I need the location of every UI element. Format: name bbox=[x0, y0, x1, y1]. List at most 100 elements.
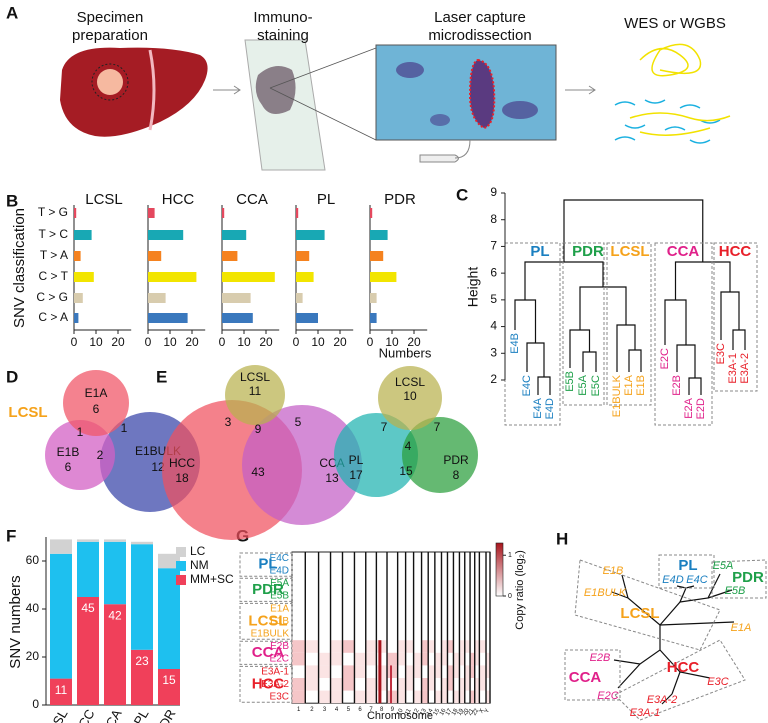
chromosome-label: 18 bbox=[451, 707, 460, 716]
liver-line bbox=[148, 49, 156, 131]
bar bbox=[296, 251, 310, 261]
x-tick-label: 0 bbox=[293, 335, 300, 349]
chromosome-label: 10 bbox=[396, 707, 405, 716]
heatmap-cell bbox=[354, 665, 366, 678]
axis bbox=[221, 205, 280, 331]
venn-text: E1A bbox=[85, 386, 108, 400]
heatmap-cell bbox=[342, 640, 355, 653]
tissue bbox=[255, 66, 296, 114]
bar bbox=[222, 272, 275, 282]
tube bbox=[419, 154, 459, 163]
leaf-label: E4C bbox=[521, 375, 533, 396]
leaf-label: E1BULK bbox=[584, 587, 627, 599]
data-label: 15 bbox=[162, 673, 176, 687]
heatmap-cell bbox=[378, 640, 382, 704]
axis bbox=[73, 205, 132, 331]
chromosome-label: 21 bbox=[467, 707, 476, 716]
step-label: preparation bbox=[72, 27, 148, 44]
bar bbox=[74, 293, 83, 303]
heatmap-cell bbox=[387, 665, 398, 678]
heatmap-cell bbox=[470, 652, 475, 666]
bar-segment bbox=[104, 539, 126, 542]
heatmap-cell bbox=[428, 678, 435, 691]
bar-segment bbox=[77, 539, 99, 542]
dendrogram-boxes bbox=[504, 242, 758, 426]
heatmap-cell bbox=[459, 640, 465, 653]
venn-text: 1 bbox=[77, 425, 84, 439]
y-tick-label: 4 bbox=[490, 319, 497, 333]
y-tick-label: 7 bbox=[490, 239, 497, 253]
colorbar bbox=[495, 542, 504, 597]
x-tick-label: 0 bbox=[145, 335, 152, 349]
leaf-label: E5A bbox=[577, 374, 589, 395]
bar bbox=[296, 272, 314, 282]
bar-segment bbox=[158, 553, 180, 569]
cell bbox=[502, 101, 538, 119]
bar bbox=[74, 208, 77, 218]
group-box bbox=[239, 552, 293, 577]
venn-text: 3 bbox=[225, 415, 232, 429]
leaf-label: E1B bbox=[635, 375, 647, 396]
group-label: LCSL bbox=[610, 243, 649, 260]
heatmap-cell bbox=[479, 640, 487, 653]
heatmap-cell bbox=[421, 690, 429, 704]
chromosome-label: 13 bbox=[419, 707, 428, 716]
leaf-label: E4D bbox=[662, 574, 683, 586]
heatmap-cell bbox=[387, 690, 398, 704]
step-label: Immuno- bbox=[253, 9, 312, 26]
heatmap-cell bbox=[365, 640, 377, 653]
cell bbox=[396, 62, 424, 78]
tree-boxes bbox=[564, 554, 767, 721]
heatmap-cell bbox=[459, 652, 465, 666]
leaf-label: E4D bbox=[544, 398, 556, 419]
y-tick-label: 5 bbox=[490, 292, 497, 306]
panel-a-art bbox=[60, 39, 731, 171]
chromosome-label: 3 bbox=[323, 707, 327, 713]
group-label: PL bbox=[530, 243, 549, 260]
heatmap-cell bbox=[305, 678, 319, 691]
x-tick-label: 10 bbox=[385, 335, 399, 349]
heatmap-cell bbox=[453, 652, 460, 666]
y-tick-label: 9 bbox=[490, 185, 497, 199]
group-label: PDR bbox=[572, 243, 604, 260]
bar-segment bbox=[131, 544, 153, 650]
data-label: 11 bbox=[55, 683, 68, 697]
x-tick-label: 20 bbox=[333, 335, 347, 349]
row-label: E2C bbox=[270, 654, 289, 665]
tube-line bbox=[454, 139, 471, 159]
group-box bbox=[239, 602, 293, 640]
bar bbox=[74, 230, 92, 240]
venn-text: PL bbox=[349, 453, 364, 467]
bar-segment bbox=[50, 553, 72, 679]
venn-text: 43 bbox=[251, 465, 265, 479]
category-label: C > T bbox=[39, 269, 69, 283]
venn-text: 5 bbox=[295, 415, 302, 429]
step-label: Specimen bbox=[77, 9, 144, 26]
heatmap-cell bbox=[421, 640, 429, 653]
x-tick-label: HCC bbox=[70, 707, 97, 723]
x-axis-label: Numbers bbox=[379, 345, 432, 360]
heatmap-cell bbox=[474, 690, 480, 704]
reads bbox=[614, 99, 721, 144]
heatmap-cell bbox=[453, 665, 460, 678]
leaf-label: E3A-1 bbox=[630, 707, 661, 719]
heatmap-cell bbox=[387, 652, 398, 666]
leaf-label: E2A bbox=[683, 397, 695, 418]
row-label: E3A-1 bbox=[261, 666, 289, 677]
leaf-label: E3C bbox=[707, 676, 728, 688]
category-label: T > G bbox=[38, 205, 68, 219]
venn-text: 4 bbox=[405, 439, 412, 453]
heatmap-cell bbox=[474, 640, 480, 653]
y-tick-label: 40 bbox=[26, 601, 40, 615]
group-label: HCC bbox=[667, 659, 700, 676]
heatmap-cell bbox=[479, 678, 487, 691]
panel-title: PL bbox=[317, 191, 335, 208]
chromosome-label: 17 bbox=[445, 707, 454, 716]
leaf-label: E3A-1 bbox=[727, 353, 739, 384]
venn-set bbox=[242, 405, 362, 525]
leaf-label: E1BULK bbox=[611, 374, 623, 417]
heatmap-cell bbox=[405, 665, 414, 678]
colorbar-tick-label: 0 bbox=[508, 593, 512, 600]
captured-region bbox=[468, 58, 496, 130]
heatmap-cell bbox=[434, 652, 442, 666]
